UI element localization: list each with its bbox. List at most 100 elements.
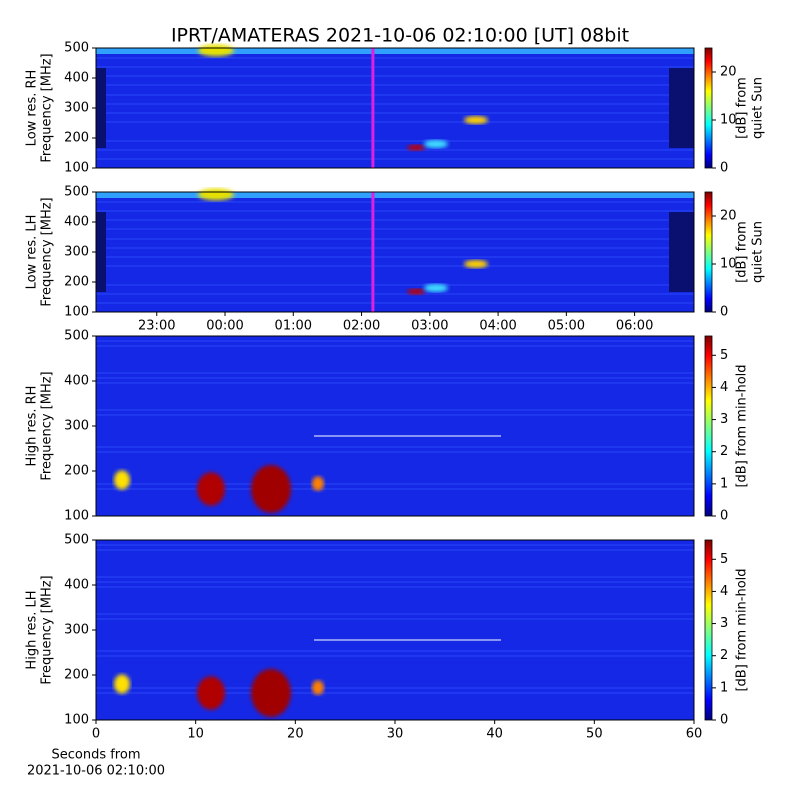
spectrogram-image	[96, 540, 694, 720]
texture	[198, 44, 234, 57]
y-axis-label: Frequency [MHz]	[40, 575, 55, 684]
y-tick-label: 100	[64, 161, 89, 176]
colorbar-tick-label: 0	[720, 509, 728, 524]
y-axis-label: Frequency [MHz]	[40, 371, 55, 480]
colorbar-tick-label: 3	[720, 412, 728, 427]
y-axis-label: Low res. RH	[25, 70, 40, 147]
colorbar-tick-label: 20	[720, 65, 737, 80]
x-tick-label: 40	[486, 727, 503, 742]
texture	[312, 476, 324, 491]
texture	[312, 680, 324, 695]
texture	[424, 140, 448, 148]
y-tick-label: 200	[64, 131, 89, 146]
x-tick-label: 05:00	[548, 319, 585, 334]
texture	[464, 260, 488, 268]
x-tick-label: 04:00	[479, 319, 516, 334]
y-tick-label: 500	[64, 329, 89, 344]
y-tick-label: 200	[64, 275, 89, 290]
x-tick-label: 20	[287, 727, 304, 742]
y-tick-label: 500	[64, 41, 89, 56]
colorbar-tick-label: 0	[720, 305, 728, 320]
colorbar-tick-label: 3	[720, 616, 728, 631]
texture	[96, 68, 106, 148]
y-tick-label: 200	[64, 464, 89, 479]
texture	[251, 669, 291, 717]
y-tick-label: 400	[64, 578, 89, 593]
colorbar-tick-label: 20	[720, 209, 737, 224]
texture	[407, 144, 425, 151]
colorbar-tick-label: 5	[720, 348, 728, 363]
x-tick-label: 0	[92, 727, 100, 742]
chart-title: IPRT/AMATERAS 2021-10-06 02:10:00 [UT] 0…	[171, 25, 629, 47]
colorbar-tick-label: 0	[720, 161, 728, 176]
spectrogram-image	[96, 192, 694, 312]
texture	[96, 192, 694, 198]
colorbar-tick-label: 2	[720, 444, 728, 459]
colorbar-label: [dB] from min-hold	[735, 364, 750, 487]
panel: 100 200 300 400 500 High res. RH Frequency [MH…	[25, 329, 750, 524]
x-tick-label: 60	[686, 727, 703, 742]
y-tick-label: 500	[64, 533, 89, 548]
colorbar-tick-label: 4	[720, 380, 728, 395]
texture	[669, 212, 694, 292]
x-tick-label: 03:00	[411, 319, 448, 334]
texture	[114, 674, 130, 694]
y-axis-label: Frequency [MHz]	[40, 197, 55, 306]
colorbar-tick-label: 10	[720, 113, 737, 128]
y-tick-label: 300	[64, 623, 89, 638]
colorbar-label: quiet Sun	[751, 77, 766, 139]
spectrogram-image	[96, 48, 694, 168]
texture	[198, 188, 234, 201]
y-tick-label: 500	[64, 185, 89, 200]
x-tick-label: 01:00	[275, 319, 312, 334]
texture	[197, 676, 225, 710]
y-axis-label: High res. RH	[25, 386, 40, 467]
x-tick-label: 10	[187, 727, 204, 742]
colorbar	[704, 539, 713, 721]
texture	[669, 68, 694, 148]
y-tick-label: 400	[64, 71, 89, 86]
texture	[96, 212, 106, 292]
y-axis-label: Low res. LH	[25, 215, 40, 290]
colorbar-tick-label: 4	[720, 584, 728, 599]
colorbar-tick-label: 1	[720, 680, 728, 695]
y-tick-label: 400	[64, 374, 89, 389]
texture	[251, 465, 291, 513]
colorbar-label: [dB] from	[735, 221, 750, 283]
colorbar-label: [dB] from min-hold	[735, 568, 750, 691]
y-tick-label: 100	[64, 305, 89, 320]
texture	[407, 288, 425, 295]
texture	[114, 470, 130, 490]
x-tick-label: 02:00	[343, 319, 380, 334]
y-tick-label: 200	[64, 668, 89, 683]
colorbar	[704, 47, 713, 169]
colorbar-tick-label: 0	[720, 713, 728, 728]
x-tick-label: 30	[387, 727, 404, 742]
x-axis-label: 2021-10-06 02:10:00	[27, 764, 165, 779]
colorbar-tick-label: 5	[720, 552, 728, 567]
texture	[464, 116, 488, 124]
colorbar-tick-label: 2	[720, 648, 728, 663]
y-tick-label: 100	[64, 713, 89, 728]
spectrogram-image	[96, 336, 694, 516]
colorbar-tick-label: 1	[720, 476, 728, 491]
colorbar-label: quiet Sun	[751, 221, 766, 283]
colorbar-tick-label: 10	[720, 257, 737, 272]
x-tick-label: 06:00	[616, 319, 653, 334]
x-tick-label: 00:00	[206, 319, 243, 334]
y-tick-label: 400	[64, 215, 89, 230]
texture	[424, 284, 448, 292]
x-tick-label: 23:00	[138, 319, 175, 334]
texture	[197, 472, 225, 506]
colorbar	[704, 335, 713, 517]
texture	[96, 48, 694, 54]
y-axis-label: High res. LH	[25, 590, 40, 669]
y-tick-label: 300	[64, 101, 89, 116]
x-tick-label: 50	[586, 727, 603, 742]
colorbar-label: [dB] from	[735, 77, 750, 139]
y-tick-label: 100	[64, 509, 89, 524]
y-axis-label: Frequency [MHz]	[40, 53, 55, 162]
